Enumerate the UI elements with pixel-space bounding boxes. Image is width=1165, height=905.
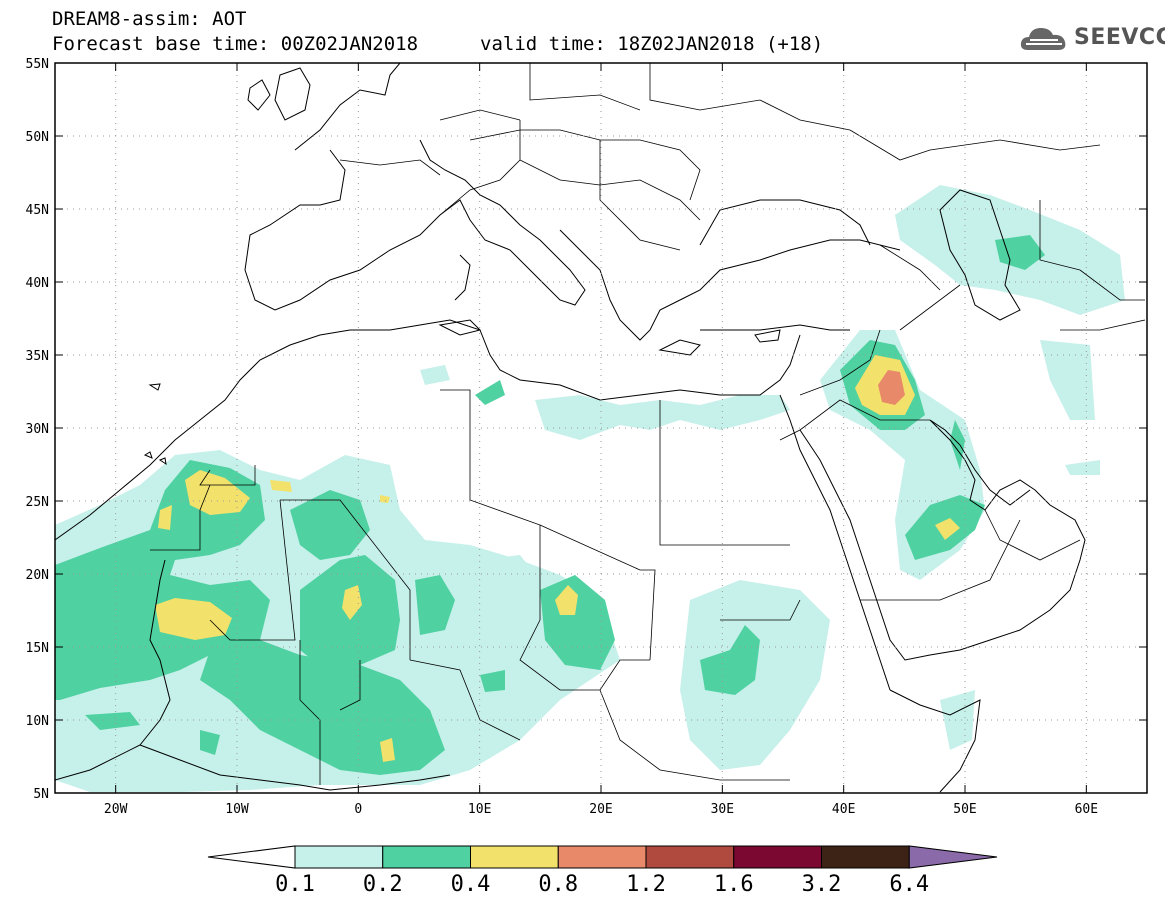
aot-shading (55, 185, 1125, 792)
axis-ticks: 20W 10W 0 10E 20E 30E 40E 50E 60E 55N 50N 45N 40N 35N… (26, 57, 1147, 817)
lon-tick-label: 40E (832, 802, 855, 817)
lon-tick-label: 10W (225, 802, 249, 817)
lat-tick-label: 10N (26, 714, 49, 729)
lat-tick-label: 25N (26, 495, 49, 510)
colorbar-left-arrow (207, 845, 296, 869)
colorbar-label: 0.2 (362, 872, 403, 897)
lat-tick-label: 40N (26, 276, 49, 291)
valid-time: valid time: 18Z02JAN2018 (+18) (480, 33, 824, 55)
coastlines (55, 63, 1086, 793)
colorbar (207, 845, 998, 869)
lon-tick-label: 0 (354, 802, 362, 817)
lat-tick-label: 55N (26, 57, 49, 72)
colorbar-segment (470, 845, 559, 869)
lon-tick-label: 30E (711, 802, 734, 817)
colorbar-segment (294, 845, 384, 869)
cloud-icon (1020, 28, 1066, 50)
logo-text: SEEVCCC (1074, 25, 1165, 50)
colorbar-label: 0.1 (275, 872, 315, 897)
seevccc-logo: SEEVCCC (1018, 22, 1165, 58)
forecast-base-time: Forecast base time: 00Z02JAN2018 (52, 33, 419, 55)
colorbar-label: 6.4 (889, 872, 930, 897)
lat-tick-label: 5N (33, 787, 49, 802)
colorbar-label: 1.2 (626, 872, 666, 897)
lon-tick-label: 20W (104, 802, 128, 817)
lon-tick-label: 10E (468, 802, 491, 817)
colorbar-label: 0.8 (538, 872, 579, 897)
lon-tick-label: 20E (589, 802, 612, 817)
colorbar-segment (645, 845, 735, 869)
lat-tick-label: 30N (26, 422, 49, 437)
colorbar-label: 0.4 (450, 872, 491, 897)
colorbar-label: 3.2 (801, 872, 842, 897)
map-title: DREAM8-assim: AOT (52, 8, 247, 30)
lat-tick-label: 50N (26, 130, 49, 145)
lat-tick-label: 45N (26, 203, 49, 218)
lat-tick-label: 20N (26, 568, 49, 583)
lat-tick-label: 35N (26, 349, 49, 364)
lon-tick-label: 60E (1075, 802, 1098, 817)
borders (150, 63, 1146, 785)
lat-tick-label: 15N (26, 641, 49, 656)
colorbar-segment (557, 845, 647, 869)
colorbar-segment (821, 845, 910, 869)
colorbar-segment (733, 845, 822, 869)
colorbar-segment (382, 845, 471, 869)
colorbar-label: 1.6 (713, 872, 754, 897)
lon-tick-label: 50E (953, 802, 976, 817)
colorbar-right-arrow (908, 845, 998, 869)
